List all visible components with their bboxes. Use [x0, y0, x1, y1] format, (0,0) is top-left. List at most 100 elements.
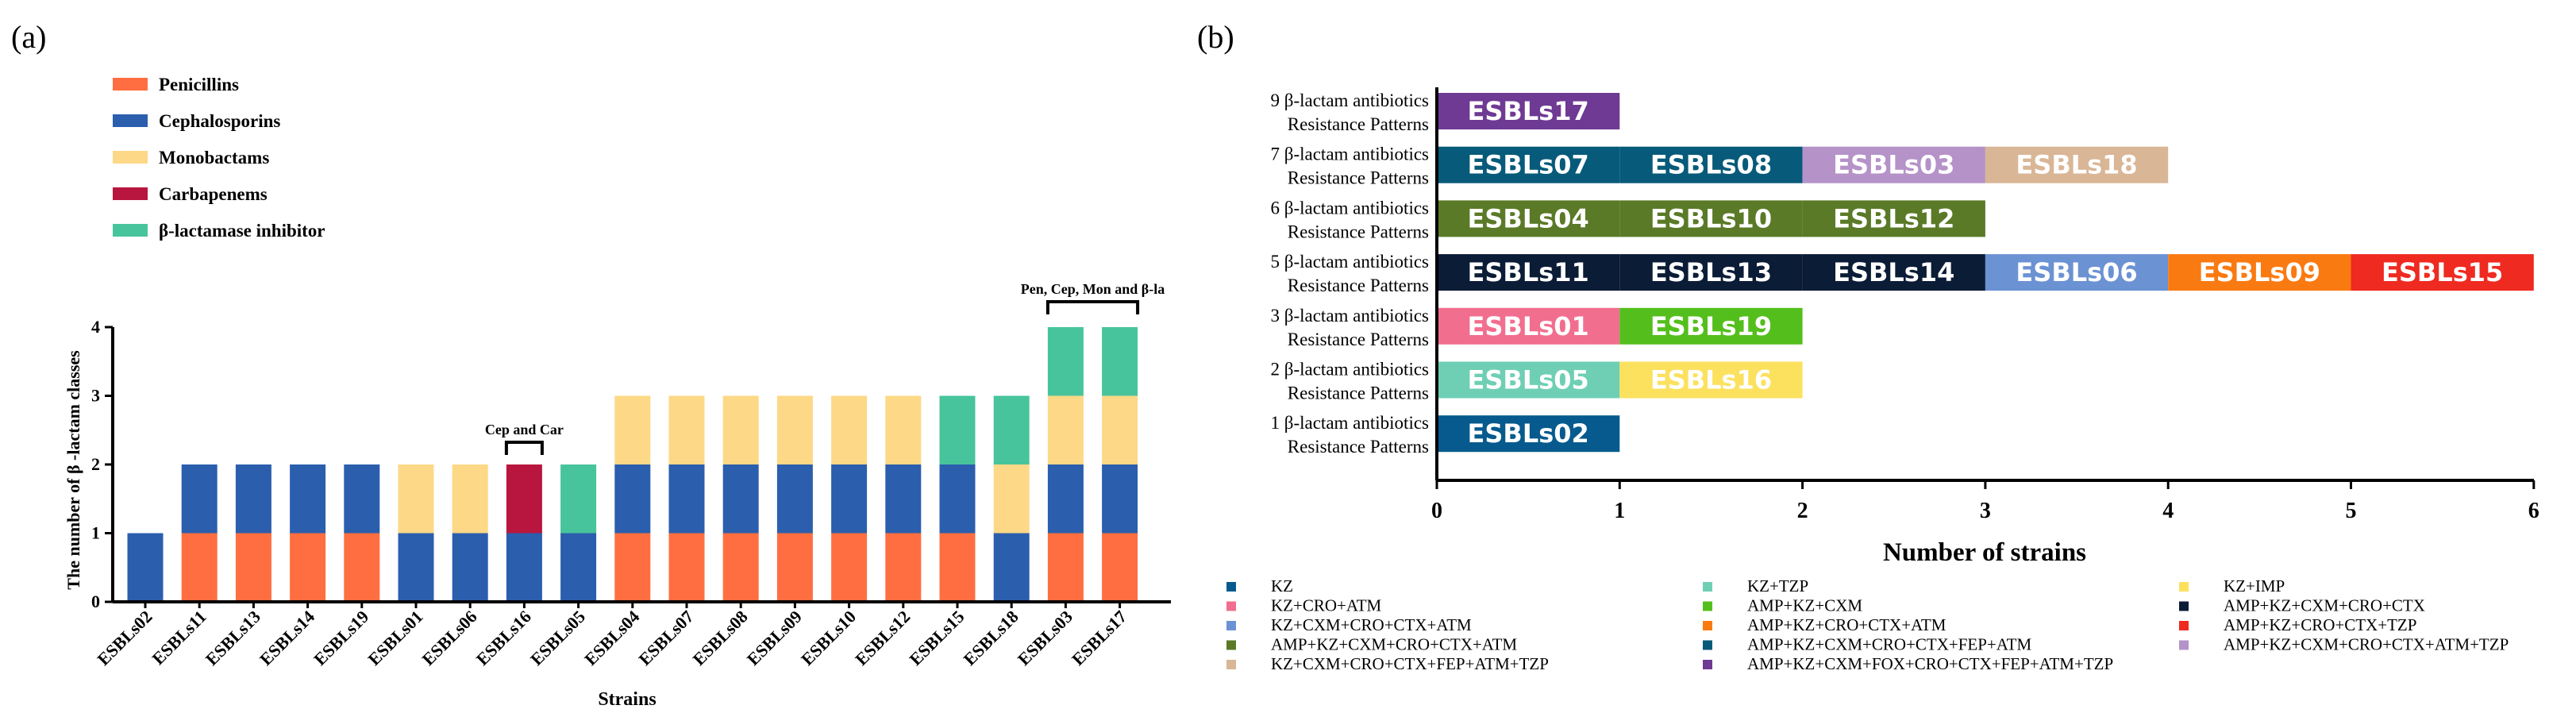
row-label-2-line1: 6 β-lactam antibiotics [1271, 198, 1430, 218]
bar-label-ESBLs04: ESBLs04 [1468, 203, 1589, 233]
bar-segment-ESBLs11 [1437, 254, 1620, 291]
panel-a-y-ticks: 0 1 2 3 4 [91, 317, 113, 611]
panel-b-label: (b) [1197, 19, 1234, 55]
bar-segment-ESBLs15 [2351, 254, 2534, 291]
panel-a-y-axis-label: The number of β -lactam classes [64, 350, 83, 590]
b-legend-label-0: KZ [1271, 576, 1293, 595]
row-label-4-line2: Resistance Patterns [1288, 330, 1429, 349]
bar-ESBLs01-2 [398, 464, 434, 534]
panel-a-legend: Penicillins Cephalosporins Monobactams Carb… [113, 75, 325, 241]
bar-ESBLs04-1 [614, 464, 651, 534]
annotation-bracket-1 [1045, 300, 1140, 314]
bar-ESBLs15-1 [939, 464, 976, 534]
b-legend-swatch-9 [1226, 640, 1236, 650]
b-legend-swatch-8 [2179, 621, 2189, 630]
x-tick-label-15: ESBLs15 [905, 607, 968, 669]
bar-ESBLs03-0 [1047, 533, 1084, 602]
bar-segment-ESBLs12 [1802, 200, 1985, 237]
b-legend-swatch-4 [1703, 601, 1712, 611]
x-tick-label-9: ESBLs04 [580, 607, 643, 669]
bar-ESBLs05-1 [560, 533, 597, 602]
y-tick-label-2: 2 [91, 454, 100, 474]
annotation-bracket-0 [504, 441, 544, 455]
panel-a-bars [127, 327, 1138, 602]
b-legend-label-9: AMP+KZ+CXM+CRO+CTX+ATM [1271, 635, 1517, 654]
x-tick-label-16: ESBLs18 [960, 607, 1022, 669]
b-legend-label-7: AMP+KZ+CRO+CTX+ATM [1747, 615, 1946, 634]
bar-ESBLs03-2 [1047, 395, 1084, 464]
x-tick-label-1: ESBLs11 [148, 607, 210, 669]
b-legend-label-10: AMP+KZ+CXM+CRO+CTX+FEP+ATM [1747, 635, 2031, 654]
bar-ESBLs10-2 [831, 395, 868, 464]
x-tick-label-8: ESBLs05 [526, 607, 589, 669]
bar-segment-ESBLs16 [1619, 361, 1803, 399]
b-legend-swatch-3 [1226, 601, 1236, 611]
b-legend-label-5: AMP+KZ+CXM+CRO+CTX [2224, 596, 2425, 615]
legend-swatch-4 [113, 224, 148, 237]
x-tick-label-12: ESBLs09 [743, 607, 806, 669]
x-tick-label-18: ESBLs17 [1068, 607, 1130, 669]
legend-label-1: Cephalosporins [159, 111, 280, 131]
bar-ESBLs15-0 [939, 533, 976, 602]
bar-segment-ESBLs13 [1619, 254, 1803, 291]
row-label-1-line2: Resistance Patterns [1288, 168, 1429, 188]
bar-label-ESBLs08: ESBLs08 [1650, 150, 1772, 180]
bar-segment-ESBLs01 [1437, 307, 1620, 345]
bar-ESBLs09-2 [776, 395, 813, 464]
panel-a-x-ticks: ESBLs02ESBLs11ESBLs13ESBLs14ESBLs19ESBLs… [93, 602, 1130, 669]
bar-ESBLs10-0 [831, 533, 868, 602]
b-legend-label-3: KZ+CRO+ATM [1271, 596, 1382, 615]
b-x-tick-label-6: 6 [2528, 499, 2539, 523]
row-label-6-line1: 1 β-lactam antibiotics [1271, 413, 1430, 433]
bar-label-ESBLs01: ESBLs01 [1468, 311, 1589, 341]
x-tick-label-2: ESBLs13 [202, 607, 264, 669]
bar-label-ESBLs07: ESBLs07 [1468, 150, 1589, 180]
b-legend-swatch-10 [1703, 640, 1712, 650]
bar-ESBLs02-1 [127, 533, 164, 602]
bar-segment-ESBLs05 [1437, 361, 1620, 399]
y-tick-label-0: 0 [91, 592, 100, 611]
bar-ESBLs10-1 [831, 464, 868, 534]
bar-label-ESBLs10: ESBLs10 [1650, 203, 1772, 233]
b-legend-label-8: AMP+KZ+CRO+CTX+TZP [2224, 615, 2416, 634]
legend-swatch-0 [113, 78, 148, 91]
x-tick-label-17: ESBLs03 [1014, 607, 1076, 669]
bar-segment-ESBLs17 [1437, 93, 1620, 129]
bar-ESBLs06-1 [452, 533, 488, 602]
bar-ESBLs16-3 [506, 464, 542, 534]
bar-ESBLs18-1 [993, 533, 1030, 602]
bar-label-ESBLs14: ESBLs14 [1833, 257, 1954, 287]
b-legend-swatch-5 [2179, 601, 2189, 611]
x-tick-label-3: ESBLs14 [256, 607, 318, 669]
x-tick-label-0: ESBLs02 [93, 607, 156, 669]
bar-segment-ESBLs02 [1437, 415, 1620, 453]
bar-label-ESBLs15: ESBLs15 [2382, 257, 2503, 287]
bar-ESBLs17-2 [1102, 395, 1138, 464]
panel-a-label: (a) [11, 19, 46, 55]
b-legend-label-2: KZ+IMP [2224, 576, 2285, 595]
legend-label-4: β-lactamase inhibitor [159, 221, 325, 241]
x-tick-label-13: ESBLs10 [797, 607, 860, 669]
row-label-0-line1: 9 β-lactam antibiotics [1271, 91, 1430, 110]
bar-ESBLs03-1 [1047, 464, 1084, 534]
y-tick-label-3: 3 [91, 386, 100, 406]
b-x-tick-label-5: 5 [2346, 499, 2357, 523]
panel-b-bars: ESBLs17 ESBLs07 ESBLs08 ESBLs03 ESBLs18 ESBLs… [1437, 93, 2534, 453]
legend-swatch-3 [113, 187, 148, 200]
bar-ESBLs07-1 [668, 464, 705, 534]
annotation-label-1: Pen, Cep, Mon and β-la [1021, 281, 1165, 297]
b-legend-swatch-12 [1226, 660, 1236, 669]
bar-ESBLs12-0 [885, 533, 922, 602]
bar-label-ESBLs06: ESBLs06 [2016, 257, 2137, 287]
panel-b-x-ticks: 0 1 2 3 4 5 6 [1431, 480, 2539, 523]
panel-a-annotations: Cep and Car Pen, Cep, Mon and β-la [485, 281, 1165, 455]
x-tick-label-6: ESBLs06 [418, 607, 481, 669]
bar-ESBLs05-4 [560, 464, 597, 534]
b-x-tick-label-4: 4 [2162, 499, 2174, 523]
bar-ESBLs14-1 [290, 464, 326, 534]
panel-b-row-labels: 9 β-lactam antibiotics Resistance Pattern… [1271, 91, 1430, 457]
row-label-5-line2: Resistance Patterns [1288, 383, 1429, 403]
row-label-6-line2: Resistance Patterns [1288, 437, 1429, 457]
bar-label-ESBLs03: ESBLs03 [1833, 150, 1954, 180]
